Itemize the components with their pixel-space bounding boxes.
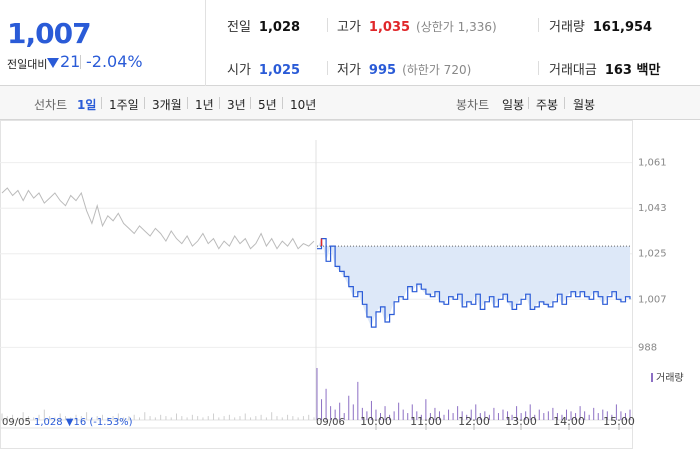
time-tick-label: 11:00 — [410, 415, 442, 428]
amount-value: 163 백만 — [604, 63, 661, 78]
prev-day-summary: 1,028 ▼16 (-1.53%) — [34, 417, 133, 428]
down-triangle-icon — [47, 58, 59, 68]
tab-3month[interactable]: 3개월 — [152, 98, 182, 112]
high-label: 고가 — [337, 20, 361, 35]
upper-limit: (상한가 1,336) — [416, 20, 497, 34]
tab-monthly-candle[interactable]: 월봉 — [573, 98, 596, 112]
tab-1year[interactable]: 1년 — [195, 98, 214, 112]
divider — [327, 61, 328, 75]
previous-day-price-line — [1, 187, 315, 250]
open-label: 시가 — [227, 63, 251, 78]
low-label: 저가 — [337, 63, 361, 78]
tab-1day[interactable]: 1일 — [77, 98, 97, 112]
divider — [144, 97, 145, 109]
lower-limit: (하한가 720) — [402, 63, 472, 77]
divider — [538, 61, 539, 75]
y-tick-label: 1,043 — [638, 203, 667, 214]
price-chart: 1,061 1,043 1,025 1,007 988 거래량 10:00 11:00 12:0… — [0, 120, 684, 449]
divider — [538, 18, 539, 32]
open-stat: 시가 1,025 — [227, 59, 300, 78]
tab-3year[interactable]: 3년 — [227, 98, 246, 112]
period-tabs: 선차트 1일 1주일 3개월 1년 3년 5년 10년 봉차트 일봉 주봉 월봉 — [0, 86, 700, 120]
volume-stat: 거래량 161,954 — [549, 16, 652, 35]
today-price-line — [317, 238, 631, 328]
y-tick-label: 988 — [638, 342, 657, 353]
prev-day-date-label: 09/05 — [2, 417, 31, 428]
high-stat: 고가 1,035 (상한가 1,336) — [337, 16, 497, 35]
tab-1week[interactable]: 1주일 — [109, 98, 139, 112]
change-label: 전일대비 — [7, 58, 48, 71]
change-value: 21 — [60, 52, 81, 71]
divider — [564, 97, 565, 109]
divider — [80, 55, 81, 69]
amount-stat: 거래대금 163 백만 — [549, 59, 660, 78]
below-reference-fill — [317, 238, 630, 328]
tab-5year[interactable]: 5년 — [258, 98, 277, 112]
divider — [101, 97, 102, 109]
time-tick-label: 10:00 — [360, 415, 392, 428]
divider — [250, 97, 251, 109]
time-tick-label: 15:00 — [603, 415, 635, 428]
y-tick-label: 1,025 — [638, 249, 667, 260]
prev-close-label: 전일 — [227, 20, 251, 35]
volume-legend-swatch — [651, 373, 653, 382]
line-chart-label: 선차트 — [34, 98, 68, 112]
open-value: 1,025 — [258, 63, 301, 78]
tab-10year[interactable]: 10년 — [290, 98, 317, 112]
divider — [282, 97, 283, 109]
tab-daily-candle[interactable]: 일봉 — [502, 98, 525, 112]
plot-frame — [0, 120, 633, 449]
change-percent: -2.04% — [86, 52, 143, 71]
y-tick-label: 1,061 — [638, 158, 667, 169]
quote-panel: 1,007 전일대비 21 -2.04% 전일 1,028 고가 1,035 (상한가… — [0, 0, 700, 86]
current-price: 1,007 — [7, 17, 92, 50]
high-value: 1,035 — [368, 20, 411, 35]
amount-label: 거래대금 — [549, 63, 597, 78]
volume-value: 161,954 — [592, 20, 653, 35]
low-value: 995 — [368, 63, 397, 78]
low-stat: 저가 995 (하한가 720) — [337, 59, 471, 78]
volume-label: 거래량 — [549, 20, 585, 35]
divider — [528, 97, 529, 109]
volume-legend-label: 거래량 — [656, 372, 684, 384]
time-tick-label: 12:00 — [458, 415, 490, 428]
prev-close-stat: 전일 1,028 — [227, 16, 300, 35]
time-tick-label: 13:00 — [505, 415, 537, 428]
divider — [219, 97, 220, 109]
divider — [327, 18, 328, 32]
time-tick-label: 14:00 — [553, 415, 585, 428]
price-box: 1,007 전일대비 21 -2.04% — [0, 0, 206, 86]
today-date-label: 09/06 — [316, 417, 345, 428]
tab-weekly-candle[interactable]: 주봉 — [536, 98, 559, 112]
candle-chart-label: 봉차트 — [456, 98, 490, 112]
divider — [187, 97, 188, 109]
prev-close-value: 1,028 — [258, 20, 301, 35]
y-tick-label: 1,007 — [638, 294, 667, 305]
